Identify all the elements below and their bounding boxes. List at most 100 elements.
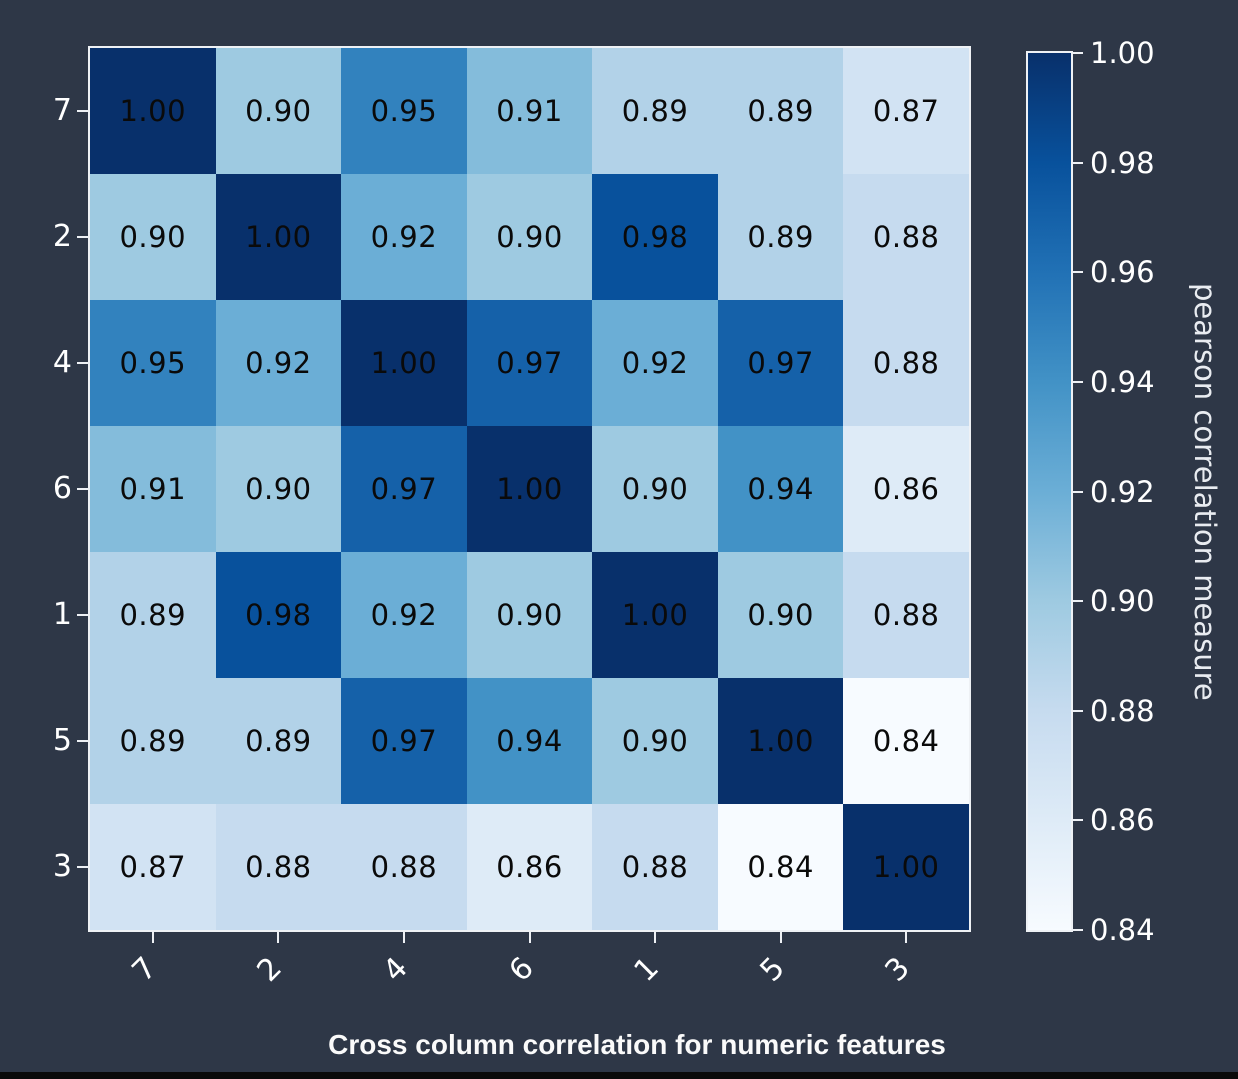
heatmap-cell: 0.90 bbox=[466, 174, 593, 300]
heatmap-cell: 0.88 bbox=[215, 804, 342, 930]
heatmap-cell: 0.91 bbox=[90, 426, 216, 552]
heatmap-cell: 0.90 bbox=[592, 678, 718, 804]
y-tick-label: 4 bbox=[52, 345, 72, 380]
colorbar-tick-label: 1.00 bbox=[1090, 36, 1155, 70]
colorbar-tick-label: 0.96 bbox=[1090, 255, 1155, 290]
x-tick-label: 6 bbox=[502, 950, 541, 989]
heatmap-cell: 0.98 bbox=[592, 174, 718, 300]
heatmap-cell: 0.89 bbox=[717, 48, 844, 174]
colorbar-tick-mark bbox=[1073, 819, 1083, 822]
heatmap-cell: 0.88 bbox=[843, 174, 969, 300]
heatmap-cell: 1.00 bbox=[592, 552, 718, 678]
heatmap-cell: 0.90 bbox=[215, 426, 342, 552]
heatmap-cell: 0.90 bbox=[717, 552, 844, 678]
heatmap-cell: 0.97 bbox=[341, 426, 467, 552]
colorbar-tick-label: 0.84 bbox=[1090, 913, 1155, 947]
x-tick-mark bbox=[402, 932, 405, 943]
y-tick-mark bbox=[77, 362, 88, 364]
heatmap-cell: 0.94 bbox=[717, 426, 844, 552]
colorbar-tick-mark bbox=[1073, 490, 1083, 493]
bottom-bar bbox=[0, 1072, 1238, 1079]
heatmap-cell: 0.92 bbox=[215, 300, 342, 426]
heatmap-cell: 0.87 bbox=[843, 48, 969, 174]
x-tick-mark bbox=[277, 932, 280, 943]
colorbar-tick-mark bbox=[1073, 600, 1083, 603]
colorbar-label: pearson correlation measure bbox=[1188, 282, 1222, 701]
y-tick-label: 1 bbox=[52, 597, 72, 632]
colorbar-tick-mark bbox=[1073, 271, 1083, 274]
y-tick-label: 3 bbox=[52, 849, 72, 884]
y-tick-mark bbox=[77, 740, 88, 742]
colorbar-tick-label: 0.88 bbox=[1090, 693, 1155, 728]
heatmap-cell: 0.88 bbox=[341, 804, 467, 930]
heatmap-cell: 0.94 bbox=[466, 678, 593, 804]
heatmap-cell: 0.86 bbox=[466, 804, 593, 930]
heatmap-cell: 0.89 bbox=[90, 552, 216, 678]
x-tick-mark bbox=[654, 932, 657, 943]
colorbar-tick-mark bbox=[1073, 929, 1083, 931]
x-tick-label: 2 bbox=[250, 950, 290, 989]
x-tick-label: 7 bbox=[125, 950, 164, 989]
heatmap-cell: 1.00 bbox=[717, 678, 844, 804]
y-tick-mark bbox=[77, 110, 88, 112]
colorbar-tick-mark bbox=[1073, 52, 1083, 54]
heatmap-cell: 0.89 bbox=[717, 174, 844, 300]
x-tick-label: 1 bbox=[627, 950, 666, 989]
heatmap-cell: 0.97 bbox=[341, 678, 467, 804]
heatmap-cell: 0.97 bbox=[717, 300, 844, 426]
colorbar bbox=[1026, 51, 1073, 932]
heatmap-cell: 0.88 bbox=[592, 804, 718, 930]
heatmap-cell: 0.88 bbox=[843, 552, 969, 678]
heatmap-plot: 1.00 0.90 0.95 0.91 0.89 0.89 0.87 0.90 1.00 0.92… bbox=[88, 46, 971, 932]
y-tick-label: 5 bbox=[52, 723, 72, 758]
y-tick-mark bbox=[77, 614, 88, 616]
heatmap-cell: 0.98 bbox=[215, 552, 342, 678]
heatmap-cell: 0.92 bbox=[592, 300, 718, 426]
heatmap-cell: 0.97 bbox=[466, 300, 593, 426]
heatmap-cell: 0.88 bbox=[843, 300, 969, 426]
y-tick-label: 6 bbox=[52, 471, 72, 506]
colorbar-tick-mark bbox=[1073, 161, 1083, 164]
x-tick-mark bbox=[528, 932, 531, 943]
colorbar-tick-label: 0.94 bbox=[1090, 364, 1155, 399]
colorbar-tick-label: 0.98 bbox=[1090, 145, 1155, 180]
y-tick-mark bbox=[77, 866, 88, 868]
heatmap-cell: 1.00 bbox=[90, 48, 216, 174]
x-tick-mark bbox=[905, 932, 908, 943]
heatmap-cell: 0.90 bbox=[592, 426, 718, 552]
heatmap-cell: 0.87 bbox=[90, 804, 216, 930]
y-tick-label: 2 bbox=[52, 219, 72, 254]
heatmap-cell: 0.92 bbox=[341, 174, 467, 300]
heatmap-cell: 0.95 bbox=[90, 300, 216, 426]
colorbar-tick-label: 0.90 bbox=[1090, 584, 1155, 619]
heatmap-cell: 0.90 bbox=[90, 174, 216, 300]
heatmap-cell: 1.00 bbox=[466, 426, 593, 552]
heatmap-cell: 0.89 bbox=[592, 48, 718, 174]
heatmap-cell: 0.84 bbox=[717, 804, 844, 930]
heatmap-cell: 0.86 bbox=[843, 426, 969, 552]
x-tick-mark bbox=[151, 932, 154, 943]
heatmap-cell: 0.95 bbox=[341, 48, 467, 174]
chart-caption: Cross column correlation for numeric fea… bbox=[328, 1029, 946, 1060]
y-tick-mark bbox=[77, 236, 88, 238]
x-tick-label: 3 bbox=[878, 950, 917, 989]
colorbar-tick-label: 0.92 bbox=[1090, 474, 1155, 509]
heatmap-cell: 0.91 bbox=[466, 48, 593, 174]
y-tick-mark bbox=[77, 488, 88, 490]
x-tick-mark bbox=[779, 932, 782, 943]
heatmap-cell: 0.89 bbox=[215, 678, 342, 804]
heatmap-cell: 0.90 bbox=[466, 552, 593, 678]
heatmap-cell: 0.92 bbox=[341, 552, 467, 678]
heatmap-cell: 0.84 bbox=[843, 678, 969, 804]
colorbar-tick-label: 0.86 bbox=[1090, 803, 1155, 838]
heatmap-cell: 1.00 bbox=[215, 174, 342, 300]
heatmap-cell: 1.00 bbox=[843, 804, 969, 930]
heatmap-cell: 0.89 bbox=[90, 678, 216, 804]
colorbar-tick-mark bbox=[1073, 709, 1083, 712]
y-tick-label: 7 bbox=[52, 93, 72, 128]
x-tick-label: 4 bbox=[376, 950, 415, 989]
heatmap-cell: 0.90 bbox=[215, 48, 342, 174]
heatmap-cell: 1.00 bbox=[341, 300, 467, 426]
x-tick-label: 5 bbox=[753, 950, 792, 989]
